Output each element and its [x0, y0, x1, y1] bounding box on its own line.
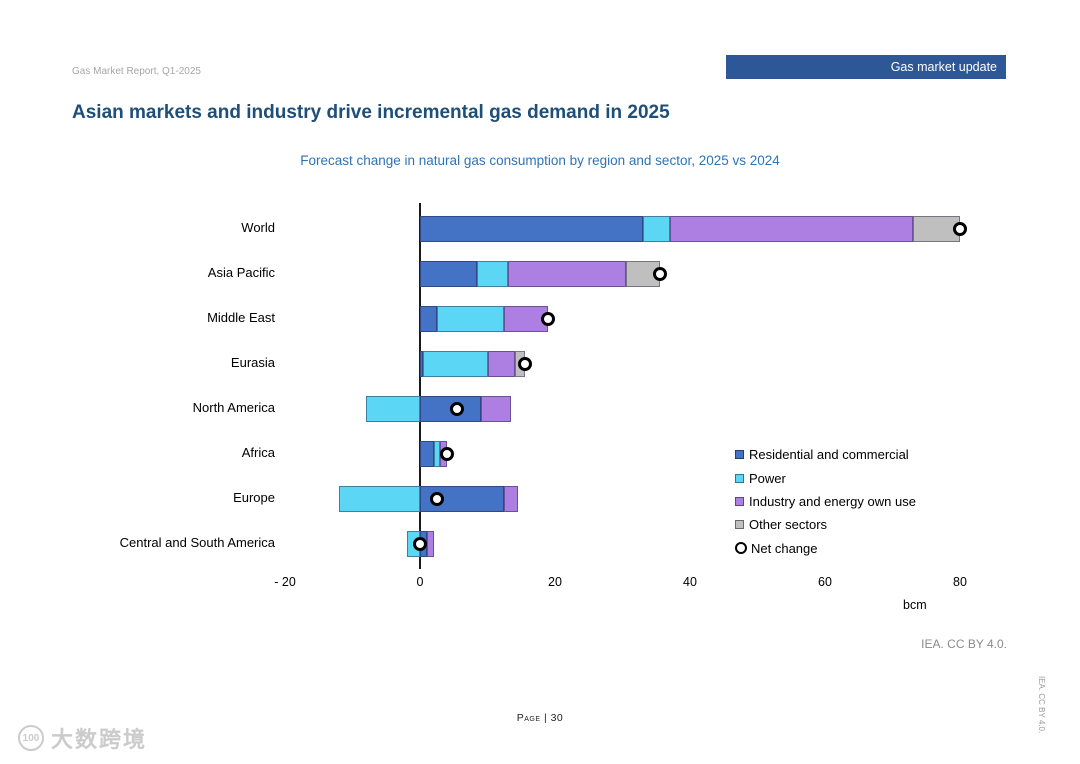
page-number-label: Page | 30 — [516, 712, 564, 724]
chart-legend: Residential and commercial Power Industry … — [735, 443, 916, 560]
bar-segment-series0-row0 — [420, 216, 643, 242]
category-label-africa: Africa — [241, 445, 275, 460]
x-tick-label: 20 — [548, 575, 562, 589]
legend-swatch-icon — [735, 450, 744, 460]
bar-segment-series2-row6 — [504, 486, 518, 512]
bar-segment-series1-row6 — [339, 486, 420, 512]
category-label-world: World — [241, 220, 275, 235]
bar-segment-series2-row2 — [504, 306, 549, 332]
watermark-logo-icon: 100 — [18, 725, 44, 751]
net-change-marker-row5 — [440, 447, 454, 461]
legend-label: Net change — [751, 540, 818, 556]
side-vertical-attribution: IEA. CC BY 4.0. — [1037, 676, 1046, 734]
category-label-middle-east: Middle East — [207, 310, 275, 325]
zero-axis-line — [419, 203, 421, 569]
bar-segment-series0-row2 — [420, 306, 437, 332]
bar-segment-series2-row7 — [426, 531, 434, 557]
bar-segment-series2-row4 — [480, 396, 512, 422]
x-tick-label: - 20 — [274, 575, 296, 589]
report-name-label: Gas Market Report, Q1-2025 — [72, 66, 201, 77]
x-tick-label: 60 — [818, 575, 832, 589]
bar-segment-series1-row0 — [642, 216, 670, 242]
legend-label: Residential and commercial — [749, 447, 909, 463]
category-label-north-america: North America — [192, 400, 275, 415]
x-tick-label: 80 — [953, 575, 967, 589]
net-change-marker-row7 — [413, 537, 427, 551]
bar-segment-series2-row3 — [487, 351, 515, 377]
bar-segment-series1-row1 — [477, 261, 508, 287]
legend-label: Power — [749, 470, 786, 486]
category-label-europe: Europe — [233, 490, 275, 505]
chart-title: Forecast change in natural gas consumpti… — [300, 153, 780, 168]
bar-segment-series1-row2 — [436, 306, 505, 332]
legend-item-3: Other sectors — [735, 513, 916, 536]
page-title: Asian markets and industry drive increme… — [72, 102, 670, 123]
legend-item-0: Residential and commercial — [735, 443, 916, 466]
net-change-marker-row1 — [652, 267, 667, 281]
x-tick-label: 0 — [416, 575, 424, 589]
gas-market-update-banner: Gas market update — [726, 55, 1006, 79]
net-change-marker-row4 — [450, 402, 465, 416]
x-tick-label: 40 — [683, 575, 697, 589]
x-axis-unit-label: bcm — [903, 598, 927, 612]
legend-swatch-icon — [735, 520, 744, 530]
bar-segment-series2-row0 — [669, 216, 913, 242]
legend-swatch-icon — [735, 473, 744, 483]
legend-label: Industry and energy own use — [749, 493, 916, 509]
bar-segment-series1-row5 — [433, 441, 441, 467]
category-label-eurasia: Eurasia — [230, 355, 275, 370]
bar-segment-series1-row3 — [423, 351, 488, 377]
watermark-text: 大数跨境 — [51, 727, 148, 752]
bar-segment-series2-row1 — [507, 261, 626, 287]
legend-item-1: Power — [735, 466, 916, 489]
net-change-marker-row6 — [429, 492, 444, 506]
legend-label: Other sectors — [749, 517, 828, 533]
category-label-asia-pacific: Asia Pacific — [207, 265, 275, 280]
attribution-label: IEA. CC BY 4.0. — [921, 637, 1007, 651]
category-label-central-and-south-america: Central and South America — [119, 535, 275, 550]
legend-swatch-icon — [735, 496, 744, 506]
watermark: 100 大数跨境 — [18, 722, 147, 754]
net-change-marker-row3 — [517, 357, 532, 371]
bar-segment-series0-row3 — [420, 351, 424, 377]
legend-item-net-change: Net change — [735, 537, 916, 560]
bar-segment-series1-row4 — [366, 396, 420, 422]
bar-segment-series0-row5 — [420, 441, 434, 467]
net-change-legend-icon — [735, 542, 747, 555]
bar-segment-series0-row1 — [420, 261, 478, 287]
net-change-marker-row0 — [953, 222, 967, 236]
legend-item-2: Industry and energy own use — [735, 490, 916, 513]
net-change-marker-row2 — [541, 312, 556, 326]
